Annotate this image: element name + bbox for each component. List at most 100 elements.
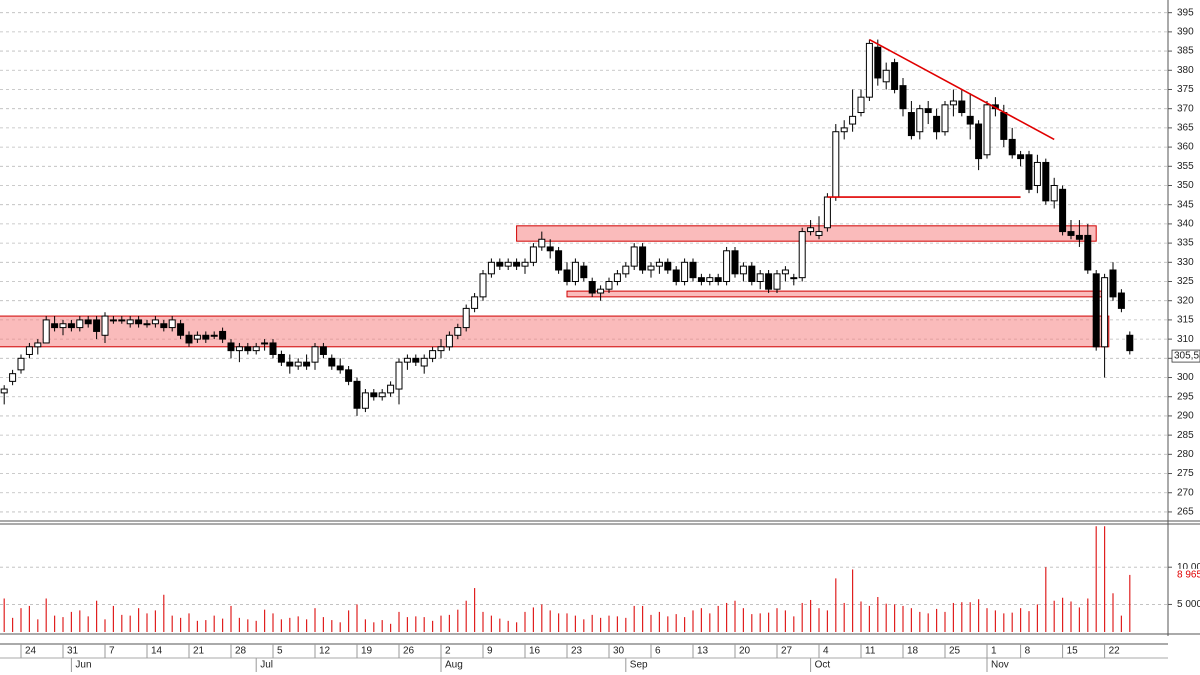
candle-body	[479, 273, 487, 298]
candle-body	[261, 342, 269, 345]
y-tick-label: 340	[1177, 219, 1194, 230]
candle-body	[471, 296, 479, 309]
y-tick-label: 315	[1177, 315, 1194, 326]
month-label: Jul	[260, 660, 273, 671]
x-tick-label: 7	[109, 646, 115, 657]
candle-body	[655, 261, 663, 267]
last-volume-label: 8 965	[1177, 570, 1200, 581]
candle-body	[412, 357, 420, 363]
candle-body	[235, 346, 243, 352]
y-tick-label: 280	[1177, 449, 1194, 460]
candle-body	[345, 369, 353, 382]
y-tick-label: 380	[1177, 65, 1194, 76]
candle-body	[135, 319, 143, 325]
candle-body	[319, 346, 327, 355]
candle-body	[613, 273, 621, 283]
y-tick-label: 300	[1177, 372, 1194, 383]
y-tick-label: 335	[1177, 238, 1194, 249]
candle-body	[1008, 138, 1016, 156]
x-tick-label: 23	[571, 646, 583, 657]
x-tick-label: 4	[823, 646, 829, 657]
candle-body	[67, 323, 75, 329]
candle-body	[387, 384, 395, 394]
candle-body	[227, 342, 235, 352]
candle-body	[790, 277, 798, 280]
candle-body	[1067, 231, 1075, 236]
candle-body	[563, 269, 571, 283]
candle-body	[798, 231, 806, 279]
last-volume-box	[1172, 568, 1200, 581]
candle-body	[303, 361, 311, 367]
y-tick-label: 10 000	[1177, 562, 1200, 573]
candle-body	[445, 334, 453, 348]
candle-body	[177, 323, 185, 336]
candle-body	[689, 261, 697, 279]
candle-body	[1117, 292, 1125, 309]
candle-body	[924, 108, 932, 114]
y-tick-label: 345	[1177, 199, 1194, 210]
candle-body	[1109, 269, 1117, 298]
candle-body	[1000, 112, 1008, 140]
candle-body	[59, 323, 67, 329]
candle-body	[504, 261, 512, 267]
candle-body	[647, 265, 655, 271]
y-tick-label: 290	[1177, 411, 1194, 422]
x-tick-label: 11	[865, 646, 876, 657]
candle-body	[756, 273, 764, 283]
candle-body	[34, 342, 42, 348]
candle-body	[353, 380, 361, 409]
candle-body	[882, 69, 890, 83]
x-tick-label: 31	[67, 646, 79, 657]
candle-body	[429, 350, 437, 359]
candle-body	[907, 112, 915, 137]
y-tick-label: 395	[1177, 7, 1194, 18]
candle-body	[807, 227, 815, 233]
y-tick-label: 5 000	[1177, 599, 1200, 610]
candle-body	[51, 323, 59, 329]
x-tick-label: 26	[403, 646, 415, 657]
y-tick-label: 330	[1177, 257, 1194, 268]
candle-body	[1084, 234, 1092, 271]
x-tick-label: 19	[361, 646, 373, 657]
y-tick-label: 285	[1177, 430, 1194, 441]
candle-body	[832, 131, 840, 198]
x-tick-label: 12	[319, 646, 331, 657]
candle-body	[781, 269, 789, 275]
y-tick-label: 370	[1177, 103, 1194, 114]
y-tick-label: 390	[1177, 27, 1194, 38]
x-tick-label: 16	[529, 646, 541, 657]
month-label: Jun	[75, 660, 91, 671]
candle-body	[193, 334, 201, 340]
candle-body	[731, 250, 739, 275]
candle-body	[966, 115, 974, 125]
candle-body	[210, 334, 218, 337]
candle-body	[294, 361, 302, 367]
candle-body	[143, 323, 151, 326]
x-tick-label: 25	[949, 646, 961, 657]
candle-body	[949, 100, 957, 106]
month-label: Sep	[630, 660, 648, 671]
candle-body	[891, 62, 899, 90]
y-tick-label: 310	[1177, 334, 1194, 345]
candle-body	[571, 261, 579, 283]
candle-body	[101, 315, 109, 336]
candle-body	[378, 392, 386, 398]
candle-body	[25, 346, 33, 355]
candle-body	[941, 104, 949, 133]
candle-body	[899, 85, 907, 110]
candle-body	[773, 273, 781, 290]
x-tick-label: 1	[991, 646, 997, 657]
y-tick-label: 375	[1177, 84, 1194, 95]
candle-body	[277, 353, 285, 363]
y-tick-label: 350	[1177, 180, 1194, 191]
candle-body	[815, 231, 823, 236]
candle-body	[681, 261, 689, 283]
candle-body	[93, 319, 101, 332]
trend-line	[869, 38, 1055, 141]
candle-body	[185, 334, 193, 344]
y-tick-label: 320	[1177, 295, 1194, 306]
month-label: Oct	[815, 660, 831, 671]
candle-body	[219, 330, 227, 340]
candle-body	[168, 319, 176, 329]
